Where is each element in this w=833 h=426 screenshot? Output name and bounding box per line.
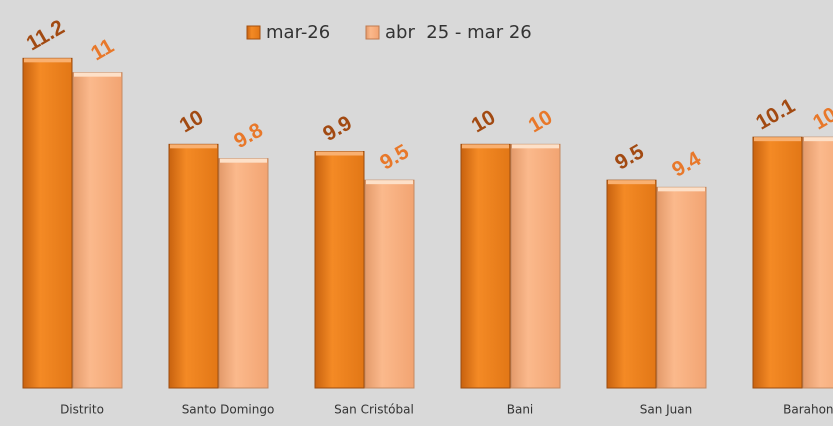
- bar: [460, 143, 511, 389]
- bar-cap: [316, 151, 363, 156]
- x-tick-label: Santo Domingo: [182, 403, 275, 417]
- legend-swatch: [365, 25, 380, 40]
- data-label: 10: [176, 106, 208, 138]
- bar-cap: [804, 137, 833, 142]
- bar: [218, 158, 269, 389]
- bar-cap: [754, 137, 801, 142]
- data-label: 9.8: [230, 118, 267, 153]
- bar: [314, 151, 365, 389]
- legend: mar-26 abr 25 - mar 26: [246, 22, 532, 43]
- legend-swatch: [246, 25, 261, 40]
- x-tick-label: San Cristóbal: [334, 403, 414, 417]
- bar-cap: [658, 187, 705, 192]
- x-tick-label: San Juan: [640, 403, 693, 417]
- data-label: 10.1: [809, 94, 833, 135]
- x-tick-label: Barahona: [783, 403, 833, 417]
- data-label: 11: [87, 34, 118, 65]
- legend-label: abr 25 - mar 26: [385, 22, 532, 43]
- bar: [364, 179, 415, 389]
- bar: [752, 136, 803, 389]
- bar: [72, 72, 123, 389]
- bar-cap: [366, 180, 413, 185]
- bar: [510, 143, 561, 389]
- bar-cap: [74, 72, 121, 77]
- bar-cap: [24, 58, 71, 63]
- bar-cap: [512, 144, 559, 149]
- bar-cap: [220, 158, 267, 163]
- data-label: 10: [468, 106, 500, 138]
- bar-cap: [608, 180, 655, 185]
- data-label: 9.4: [668, 147, 705, 182]
- bar-cap: [170, 144, 217, 149]
- bar: [656, 186, 707, 389]
- legend-label: mar-26: [266, 22, 330, 43]
- data-label: 9.5: [611, 140, 648, 175]
- bar: [22, 57, 73, 389]
- x-tick-label: Distrito: [60, 403, 104, 417]
- bar: [168, 143, 219, 389]
- data-label: 9.5: [376, 140, 413, 175]
- bar-cap: [462, 144, 509, 149]
- data-label: 9.9: [319, 111, 356, 146]
- bar: [802, 136, 833, 389]
- data-label: 10: [525, 106, 557, 138]
- data-label: 11.2: [23, 16, 69, 56]
- x-tick-label: Bani: [507, 403, 534, 417]
- data-label: 10.1: [752, 94, 799, 135]
- bar: [606, 179, 657, 389]
